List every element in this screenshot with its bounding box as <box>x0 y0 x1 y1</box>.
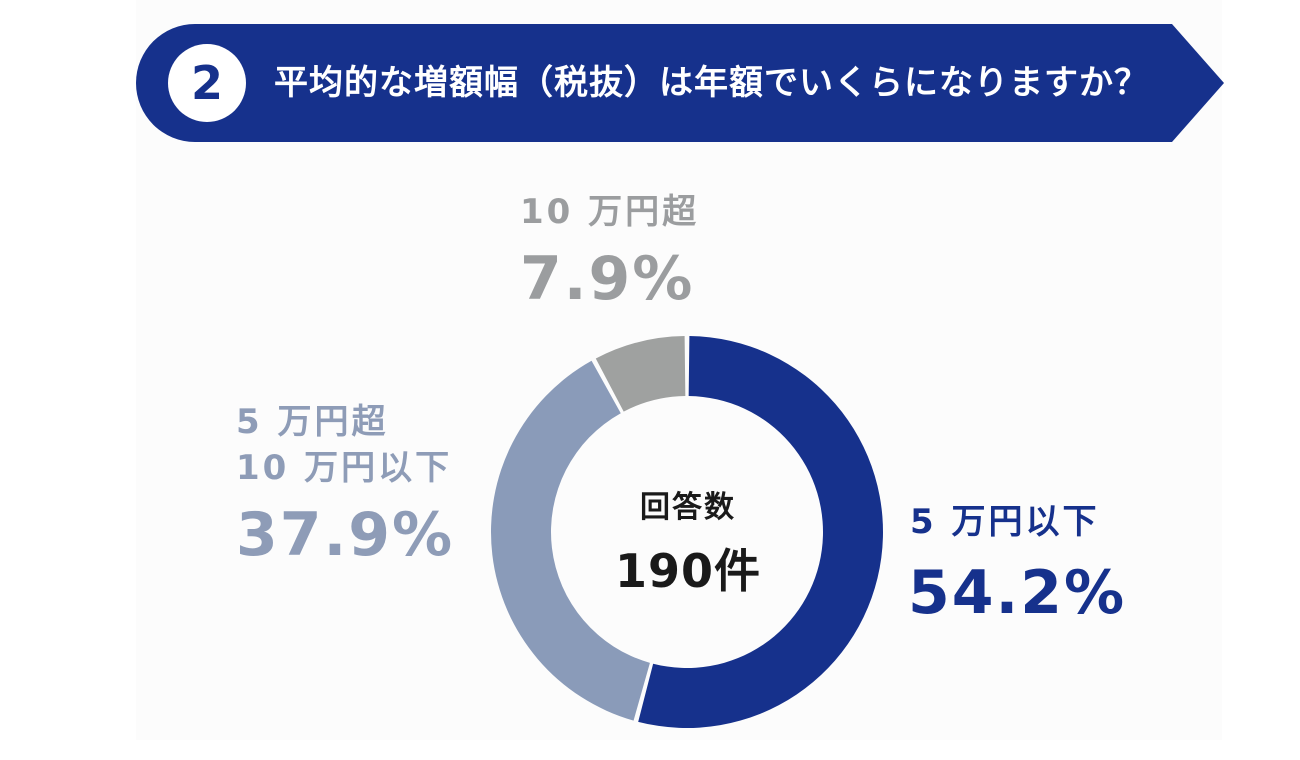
label-under-5man: 5 万円以下 <box>910 502 1100 542</box>
slice-5to10man <box>490 360 650 721</box>
response-count-label: 回答数 <box>640 490 736 525</box>
banner-shape <box>136 24 1224 142</box>
question-title: 平均的な増額幅（税抜）は年額でいくらになりますか？ <box>274 63 1149 103</box>
label-5to10man-line2: 10 万円以下 <box>236 448 453 488</box>
label-over-10man: 10 万円超 <box>520 192 700 232</box>
slice-under-5man <box>638 336 883 728</box>
response-count-value: 190件 <box>614 544 762 598</box>
slice-over-10man <box>595 336 686 412</box>
percent-under-5man: 54.2% <box>908 558 1127 628</box>
percent-5to10man: 37.9% <box>236 500 455 570</box>
percent-over-10man: 7.9% <box>520 244 695 314</box>
label-5to10man-line1: 5 万円超 <box>236 402 389 442</box>
question-banner: 2 平均的な増額幅（税抜）は年額でいくらになりますか？ <box>136 24 1224 142</box>
question-number-badge: 2 <box>168 44 246 122</box>
